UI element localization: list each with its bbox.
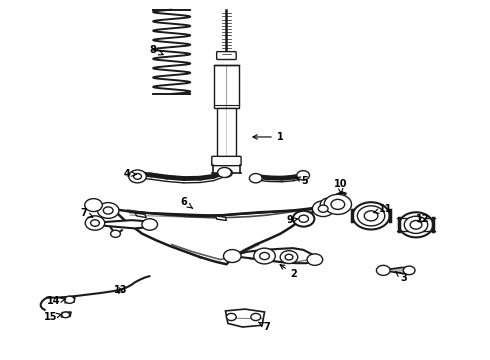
- Circle shape: [331, 199, 344, 210]
- Polygon shape: [61, 312, 71, 317]
- Circle shape: [220, 168, 232, 177]
- Circle shape: [364, 211, 378, 221]
- Text: 9: 9: [287, 215, 297, 225]
- Text: 1: 1: [253, 132, 284, 142]
- Circle shape: [352, 202, 390, 229]
- Text: 7: 7: [258, 322, 270, 332]
- Circle shape: [403, 266, 415, 275]
- FancyBboxPatch shape: [217, 108, 236, 158]
- Text: 8: 8: [150, 45, 163, 55]
- Circle shape: [62, 312, 70, 318]
- Circle shape: [226, 314, 236, 320]
- Circle shape: [103, 207, 113, 214]
- Circle shape: [260, 252, 270, 260]
- Text: 2: 2: [280, 265, 297, 279]
- Circle shape: [65, 296, 74, 303]
- Circle shape: [98, 203, 119, 219]
- Text: 12: 12: [416, 215, 430, 224]
- Circle shape: [313, 201, 334, 217]
- Text: 11: 11: [373, 204, 392, 214]
- Circle shape: [134, 174, 142, 179]
- Text: 3: 3: [395, 271, 407, 283]
- Text: 15: 15: [44, 312, 61, 322]
- FancyBboxPatch shape: [212, 156, 241, 166]
- FancyBboxPatch shape: [217, 51, 236, 59]
- Polygon shape: [225, 309, 265, 327]
- Circle shape: [285, 254, 293, 260]
- Circle shape: [223, 249, 241, 262]
- Circle shape: [299, 215, 309, 222]
- Polygon shape: [382, 267, 411, 273]
- Circle shape: [91, 220, 99, 226]
- Circle shape: [254, 248, 275, 264]
- Text: 7: 7: [80, 208, 93, 218]
- Polygon shape: [90, 220, 152, 228]
- Circle shape: [280, 251, 298, 264]
- Circle shape: [307, 254, 323, 265]
- FancyBboxPatch shape: [214, 65, 239, 108]
- Circle shape: [249, 174, 262, 183]
- Circle shape: [297, 171, 310, 180]
- Circle shape: [399, 212, 433, 237]
- Circle shape: [251, 314, 261, 320]
- Circle shape: [318, 205, 328, 212]
- Polygon shape: [323, 198, 350, 212]
- Circle shape: [293, 211, 315, 226]
- Text: 14: 14: [47, 296, 66, 306]
- Text: 13: 13: [114, 285, 127, 296]
- Circle shape: [218, 167, 231, 177]
- Text: 5: 5: [295, 176, 308, 186]
- Circle shape: [85, 199, 102, 212]
- Text: 6: 6: [180, 197, 193, 208]
- Circle shape: [320, 198, 338, 211]
- Circle shape: [376, 265, 390, 275]
- Text: 4: 4: [123, 168, 136, 179]
- Text: 10: 10: [334, 179, 347, 194]
- Circle shape: [85, 216, 105, 230]
- Circle shape: [324, 194, 351, 215]
- Polygon shape: [135, 213, 147, 218]
- Polygon shape: [216, 216, 226, 221]
- Circle shape: [357, 206, 385, 226]
- Circle shape: [404, 216, 428, 233]
- Circle shape: [111, 230, 121, 237]
- Circle shape: [410, 221, 422, 229]
- Circle shape: [142, 219, 158, 230]
- Circle shape: [129, 170, 147, 183]
- Polygon shape: [65, 297, 75, 303]
- Polygon shape: [231, 248, 316, 263]
